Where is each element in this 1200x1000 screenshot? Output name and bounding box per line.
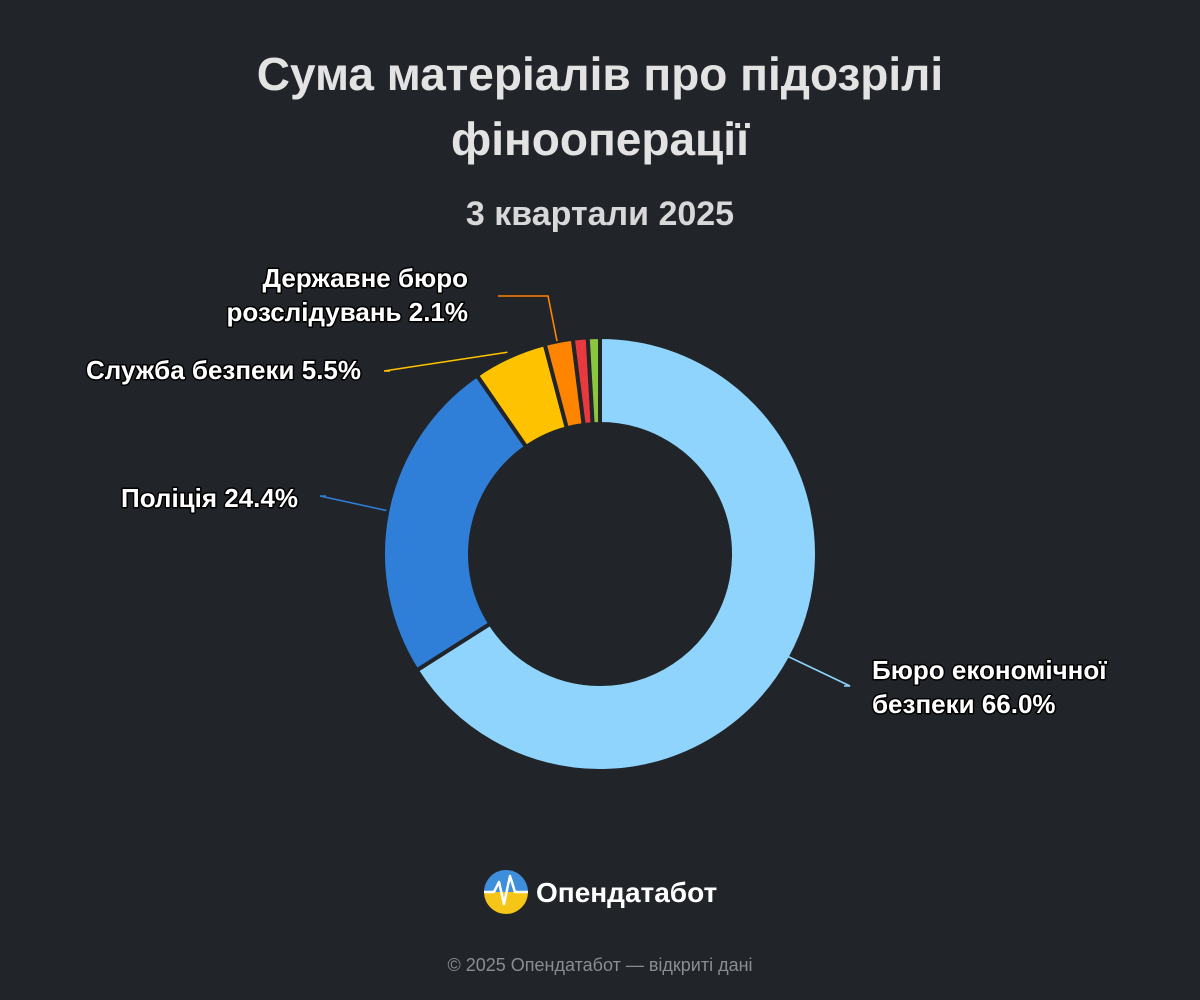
donut-slices: [381, 335, 819, 773]
pie-slice-1: [381, 373, 529, 673]
brand-name: Опендатабот: [536, 877, 717, 908]
brand: Опендатабот: [484, 870, 717, 914]
data-label-2-line-0: Служба безпеки 5.5%: [86, 355, 361, 385]
label-connector-1: [319, 495, 387, 512]
label-connector-0: [774, 649, 851, 687]
label-connector-2: [383, 351, 508, 372]
data-label-0-line-1: безпеки 66.0%: [872, 689, 1056, 719]
label-connectors: [319, 295, 851, 687]
data-labels: Бюро економічної безпеки 66.0% Поліція 24.…: [85, 262, 1109, 721]
chart-title-line-1: Сума матеріалів про підозрілі: [257, 48, 943, 100]
chart-title-line-2: фінооперації: [451, 113, 750, 165]
data-label-3-line-1: розслідувань 2.1%: [227, 297, 468, 327]
data-label-1-line-0: Поліція 24.4%: [121, 483, 298, 513]
data-label-3-line-0: Державне бюро: [263, 263, 468, 293]
chart-subtitle: 3 квартали 2025: [466, 195, 734, 233]
pie-slice-5: [585, 335, 602, 427]
opendatabot-logo-icon: [484, 870, 528, 914]
pie-slice-0: [414, 335, 819, 773]
credit-text: © 2025 Опендатабот — відкриті дані: [447, 955, 752, 975]
label-connector-3: [498, 295, 558, 342]
data-label-0-line-0: Бюро економічної: [872, 655, 1107, 685]
